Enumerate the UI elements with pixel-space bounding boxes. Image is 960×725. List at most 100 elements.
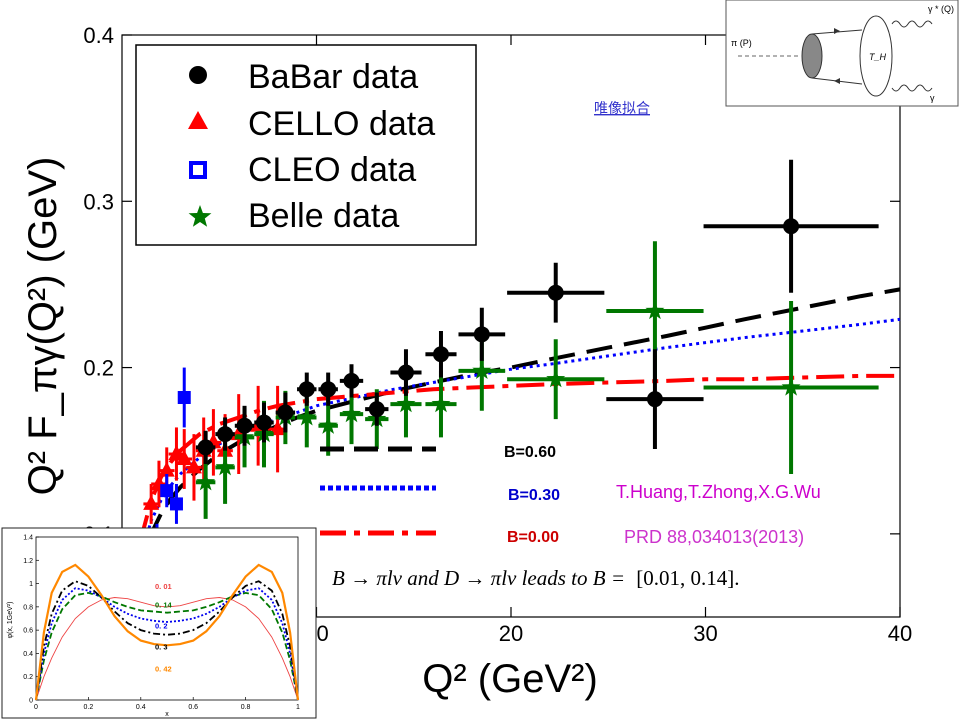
legend-marker-cleo <box>189 161 207 179</box>
legend-label-cleo: CLEO data <box>248 151 416 189</box>
curve-label-b000: B=0.00 <box>507 529 559 546</box>
diagram-label-pion: π (P) <box>731 38 752 48</box>
point-triangle <box>158 461 175 477</box>
point-star <box>645 301 665 320</box>
main-points <box>127 159 879 579</box>
main-y-tick-label: 0.3 <box>83 189 114 214</box>
main-x-tick-label: 30 <box>693 621 717 646</box>
point-circle <box>646 391 663 408</box>
main-curve-1 <box>132 317 901 604</box>
inset-y-tick-label: 1.2 <box>23 558 33 565</box>
point-star <box>342 404 361 423</box>
diagram-label-photon-real: γ <box>930 93 935 103</box>
constraint-text: B → πlν and D → πlν leads to B = [0.01, … <box>332 566 740 590</box>
point-triangle <box>269 420 286 436</box>
inset-x-tick-label: 0 <box>34 704 38 711</box>
main-ticks: 0.10.20.30.410203040 <box>83 23 912 646</box>
main-y-tick-label: 0.2 <box>83 356 114 381</box>
point-circle <box>547 284 564 301</box>
inset-x-tick-label: 0.8 <box>241 704 251 711</box>
point-circle <box>277 404 294 421</box>
inset-y-tick-label: 0.4 <box>23 651 33 658</box>
point-star <box>318 415 338 434</box>
inset-x-axis-title: x <box>165 711 169 718</box>
point-triangle <box>176 450 193 466</box>
reference-line: PRD 88,034013(2013) <box>624 527 804 547</box>
main-curve-2 <box>131 373 900 593</box>
real-photon-line <box>891 84 933 92</box>
inset-curve-3 <box>35 580 299 701</box>
inset-curve-1 <box>35 591 299 701</box>
point-circle <box>320 381 337 398</box>
inset-y-tick-label: 0.2 <box>23 674 33 681</box>
pion-blob <box>801 33 823 79</box>
fit-link[interactable]: 唯像拟合 <box>594 100 650 116</box>
inset-chart: 0 0.2 0.4 0.6 0.8 1 1.2 1.4 0 0.2 0.4 0.6 0.8 1 0. 01… <box>1 527 317 719</box>
point-star <box>215 457 235 476</box>
point-star <box>396 394 416 413</box>
main-x-tick-label: 20 <box>499 621 523 646</box>
legend-marker-belle <box>188 205 212 227</box>
point-square <box>177 391 191 405</box>
point-triangle <box>185 458 202 474</box>
main-legend: BaBar data CELLO data CLEO data Belle da… <box>135 44 477 246</box>
point-circle <box>343 372 360 389</box>
point-circle <box>368 401 385 418</box>
point-star <box>546 369 566 388</box>
point-circle <box>197 439 214 456</box>
inset-y-axis-title: φ(x, 1GeV²) <box>7 602 14 639</box>
inset-x-tick-label: 1 <box>296 704 300 711</box>
legend-marker-babar <box>189 66 207 84</box>
point-star <box>472 360 492 379</box>
curve-legend: B=0.60 B=0.30 B=0.00 <box>320 444 560 546</box>
legend-label-cello: CELLO data <box>248 105 435 143</box>
legend-marker-cello <box>188 111 208 129</box>
curve-label-b030: B=0.30 <box>508 487 560 504</box>
inset-curve-label: 0. 01 <box>155 582 172 591</box>
inset-y-tick-label: 1.4 <box>23 535 33 542</box>
point-circle <box>255 414 272 431</box>
inset-curve-0 <box>35 597 299 701</box>
main-x-tick-label: 40 <box>888 621 912 646</box>
constraint-value: [0.01, 0.14]. <box>636 566 739 590</box>
point-circle <box>236 417 253 434</box>
main-x-axis-title: Q² (GeV²) <box>422 657 598 701</box>
point-star <box>196 472 216 491</box>
point-circle <box>473 326 490 343</box>
inset-curves <box>34 563 300 701</box>
inset-y-tick-label: 0.8 <box>23 604 33 611</box>
inset-y-tick-label: 0 <box>29 698 33 705</box>
curve-label-b060: B=0.60 <box>504 444 556 461</box>
main-chart: 0.10.20.30.410203040 Q² F_πγ(Q²) (GeV) Q… <box>21 23 912 701</box>
point-star <box>297 407 317 426</box>
point-circle <box>217 426 234 443</box>
virtual-photon-line <box>891 20 933 28</box>
inset-x-tick-label: 0.6 <box>188 704 198 711</box>
main-y-tick-label: 0.4 <box>83 23 114 48</box>
point-circle <box>298 381 315 398</box>
hard-kernel-blob <box>859 15 893 97</box>
point-star <box>431 394 451 413</box>
inset-curve-labels: 0. 01 0. 14 0. 2 0. 3 0. 42 <box>155 582 173 674</box>
inset-curve-label: 0. 42 <box>155 665 172 674</box>
feynman-diagram: γ * (Q) π (P) T_H γ <box>725 0 959 107</box>
inset-curve-label: 0. 2 <box>155 621 168 630</box>
inset-ticks: 0 0.2 0.4 0.6 0.8 1 1.2 1.4 0 0.2 0.4 0.6 0.8 1 <box>23 535 300 712</box>
inset-x-tick-label: 0.2 <box>84 704 94 711</box>
inset-y-tick-label: 1 <box>29 581 33 588</box>
point-square <box>160 484 174 498</box>
point-star <box>781 377 801 396</box>
main-y-axis-title: Q² F_πγ(Q²) (GeV) <box>21 157 65 496</box>
point-circle <box>397 364 414 381</box>
diagram-frame <box>725 0 959 107</box>
legend-label-belle: Belle data <box>248 197 399 235</box>
inset-plot-frame <box>35 536 299 701</box>
point-square <box>169 497 183 511</box>
inset-curve-label: 0. 3 <box>155 642 168 651</box>
diagram-label-hard-kernel: T_H <box>869 52 887 62</box>
inset-y-tick-label: 0.6 <box>23 628 33 635</box>
quark-arrow-top <box>834 28 840 34</box>
inset-x-tick-label: 0.4 <box>136 704 146 711</box>
